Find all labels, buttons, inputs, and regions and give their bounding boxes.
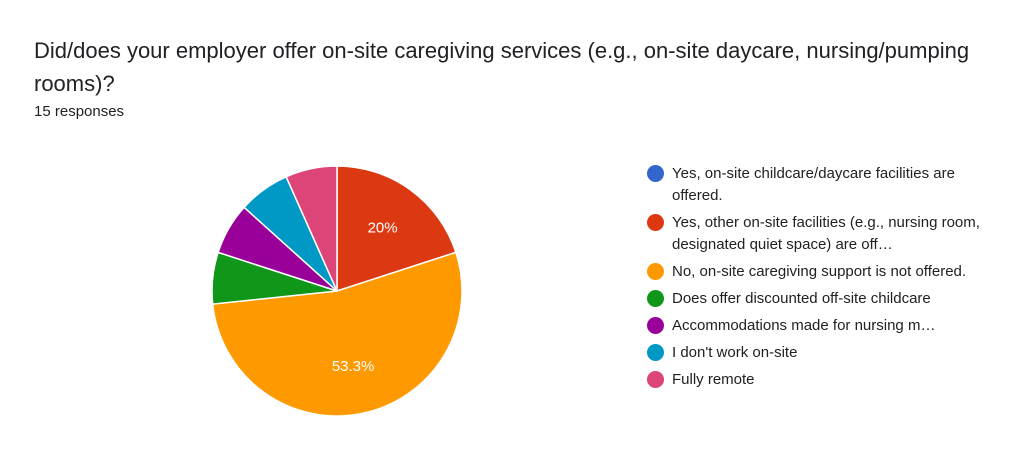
legend-item-2[interactable]: No, on-site caregiving support is not of… (647, 261, 987, 283)
pie-slice-1[interactable] (336, 165, 457, 293)
legend-label: Yes, on-site childcare/daycare facilitie… (672, 165, 955, 204)
legend-item-0[interactable]: Yes, on-site childcare/daycare facilitie… (647, 163, 987, 207)
legend-item-5[interactable]: I don't work on-site (647, 342, 987, 364)
legend-label: Fully remote (672, 371, 755, 388)
question-title: Did/does your employer offer on-site car… (34, 38, 970, 96)
legend-label: Does offer discounted off-site childcare (672, 290, 931, 307)
pie-slice-labels: 20% 53.3% (332, 219, 398, 374)
legend-swatch-icon (647, 165, 664, 182)
legend-item-1[interactable]: Yes, other on-site facilities (e.g., nur… (647, 212, 987, 256)
legend-swatch-icon (647, 344, 664, 361)
pie-slice-6[interactable] (285, 165, 338, 292)
legend-swatch-icon (647, 290, 664, 307)
legend-item-6[interactable]: Fully remote (647, 369, 987, 391)
pie-slice-label-2: 53.3% (332, 358, 375, 375)
legend-swatch-icon (647, 214, 664, 231)
response-count: 15 responses (34, 103, 125, 120)
legend-label: I don't work on-site (672, 344, 798, 361)
pie-slices (211, 165, 463, 417)
pie-slice-label-1: 20% (368, 219, 398, 236)
legend-swatch-icon (647, 371, 664, 388)
legend-item-3[interactable]: Does offer discounted off-site childcare (647, 288, 987, 310)
legend-label: Accommodations made for nursing m… (672, 317, 936, 334)
chart-legend: Yes, on-site childcare/daycare facilitie… (647, 163, 987, 396)
legend-label: No, on-site caregiving support is not of… (672, 263, 967, 280)
legend-swatch-icon (647, 263, 664, 280)
legend-label: Yes, other on-site facilities (e.g., nur… (672, 214, 980, 253)
pie-slice-2[interactable] (211, 251, 463, 417)
legend-item-4[interactable]: Accommodations made for nursing m… (647, 315, 987, 337)
legend-swatch-icon (647, 317, 664, 334)
